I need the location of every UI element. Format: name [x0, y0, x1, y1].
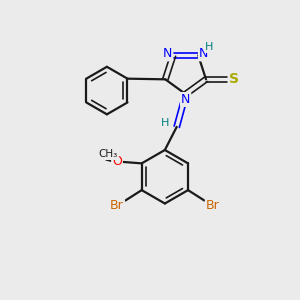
Text: H: H — [161, 118, 169, 128]
Text: O: O — [112, 155, 122, 168]
Text: CH₃: CH₃ — [99, 149, 118, 159]
Text: Br: Br — [110, 200, 124, 212]
Text: N: N — [199, 47, 208, 60]
Text: S: S — [229, 72, 239, 86]
Text: H: H — [206, 42, 214, 52]
Text: N: N — [181, 93, 190, 106]
Text: N: N — [163, 47, 172, 60]
Text: Br: Br — [206, 200, 220, 212]
